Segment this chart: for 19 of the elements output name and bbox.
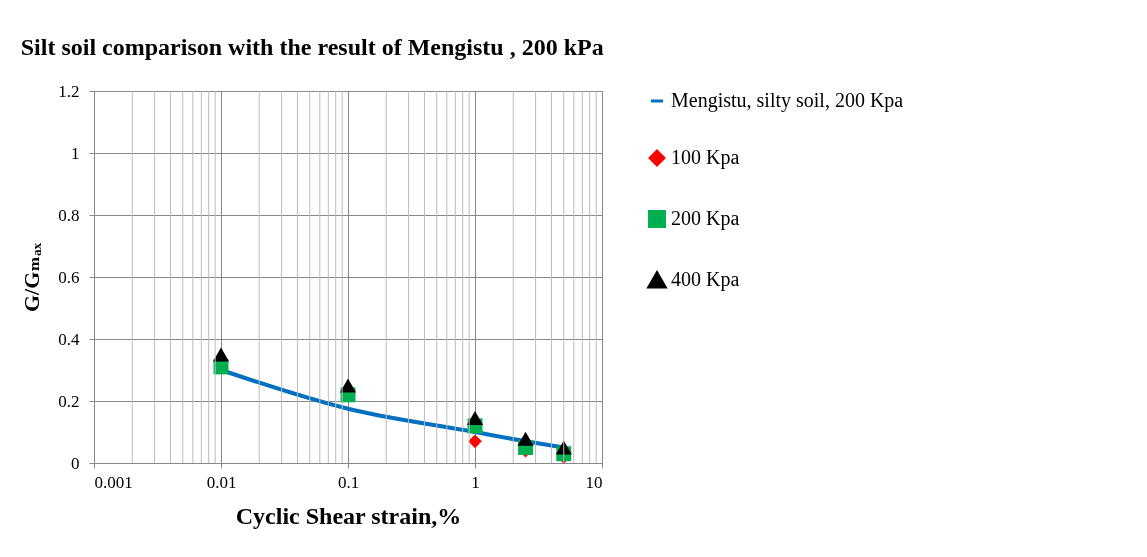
y-axis-title: G/Gₘₐₓ xyxy=(19,242,45,313)
legend-label: 100 Kpa xyxy=(671,146,740,169)
x-tick-label: 0.01 xyxy=(206,472,237,492)
legend-label: 200 Kpa xyxy=(671,207,740,230)
x-tick-label: 10 xyxy=(585,472,603,492)
x-tick-label: 0.001 xyxy=(94,472,133,492)
y-tick-label: 0.8 xyxy=(58,205,80,225)
chart-title: Silt soil comparison with the result of Mengistu , 200 kPa xyxy=(20,34,604,60)
y-tick-label: 0.4 xyxy=(58,329,80,349)
y-tick-label: 1.2 xyxy=(58,81,80,101)
x-axis-title: Cyclic Shear strain,% xyxy=(235,502,462,529)
legend-label: Mengistu, silty soil, 200 Kpa xyxy=(671,89,904,112)
y-tick-label: 0.6 xyxy=(58,267,80,287)
y-tick-label: 1 xyxy=(71,143,80,163)
y-tick-label: 0 xyxy=(71,453,80,473)
legend-label: 400 Kpa xyxy=(671,268,740,291)
x-tick-label: 1 xyxy=(471,472,480,492)
y-tick-label: 0.2 xyxy=(58,391,80,411)
x-tick-label: 0.1 xyxy=(337,472,360,492)
